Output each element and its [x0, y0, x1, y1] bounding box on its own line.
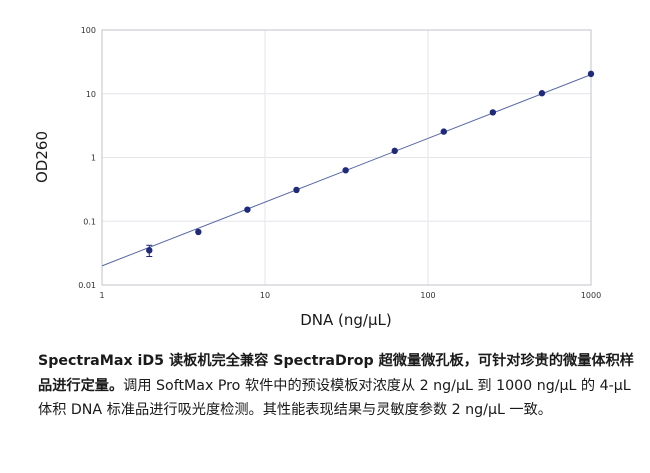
y-tick-label: 0.01: [78, 281, 96, 290]
x-axis-label: DNA (ng/µL): [300, 311, 392, 329]
figure-caption: SpectraMax iD5 读板机完全兼容 SpectraDrop 超微量微孔…: [38, 349, 638, 423]
data-point: [195, 228, 202, 236]
data-point: [440, 128, 447, 135]
plot-frame: [101, 29, 592, 286]
y-tick-labels: 0.01 0.1 1 10 100: [78, 26, 96, 290]
data-point: [342, 167, 349, 174]
grid-lines: [101, 29, 592, 286]
data-point: [587, 70, 595, 78]
x-tick-label: 100: [420, 291, 435, 300]
y-axis-label: OD260: [33, 131, 51, 183]
data-point: [146, 247, 153, 254]
x-tick-label: 1: [99, 291, 104, 300]
data-point: [293, 186, 300, 194]
caption-body-text: 调用 SoftMax Pro 软件中的预设模板对浓度从 2 ng/µL 到 10…: [38, 377, 631, 419]
data-point: [489, 109, 497, 116]
od260-vs-dna-chart: 1 10 100 1000 0.01 0.1 1 10 100 DNA (ng/µL) OD2…: [33, 26, 601, 329]
data-point: [391, 147, 398, 155]
y-tick-label: 100: [81, 26, 96, 35]
data-point: [244, 206, 251, 213]
data-point: [538, 90, 546, 97]
y-tick-label: 1: [91, 154, 96, 163]
y-tick-label: 10: [86, 90, 96, 99]
y-tick-label: 0.1: [83, 217, 96, 226]
x-tick-label: 1000: [581, 291, 601, 300]
data-points: [146, 70, 595, 254]
x-tick-labels: 1 10 100 1000: [99, 291, 601, 300]
caption-bold-text: SpectraMax iD5 读板机完全兼容 SpectraDrop 超微量微孔…: [38, 353, 634, 394]
x-tick-label: 10: [260, 291, 270, 300]
